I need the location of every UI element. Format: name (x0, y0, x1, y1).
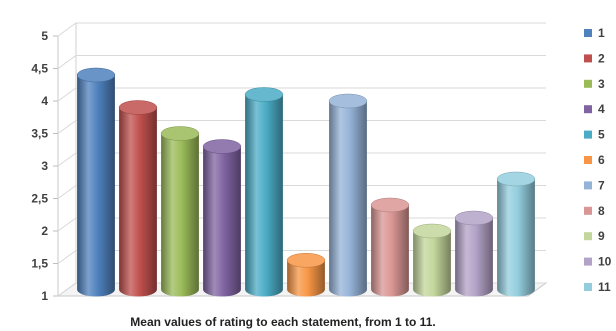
legend-swatch (584, 232, 592, 241)
bar-4 (202, 139, 242, 297)
legend-label: 3 (598, 77, 605, 91)
gridline (57, 120, 546, 134)
gridline (57, 55, 546, 69)
y-tick-label: 1 (41, 289, 48, 303)
bar-1 (76, 67, 116, 297)
bar-9 (412, 223, 452, 297)
legend-item-1: 1 (584, 26, 605, 40)
legend-swatch (584, 156, 592, 164)
bar-6 (286, 253, 326, 297)
bar-top (370, 197, 410, 213)
legend-swatch (584, 105, 592, 114)
y-tick-label: 4 (41, 94, 48, 108)
bar-top (496, 171, 536, 187)
legend-label: 10 (598, 255, 612, 269)
legend-item-3: 3 (584, 77, 605, 91)
legend-item-6: 6 (584, 153, 605, 167)
legend-item-2: 2 (584, 51, 605, 65)
bar-top (412, 223, 452, 239)
bar-body (245, 94, 283, 297)
gridline (57, 22, 546, 37)
bar-7 (328, 93, 368, 297)
legend-label: 2 (598, 51, 605, 65)
gridline (57, 87, 546, 102)
bar-top (328, 93, 368, 109)
bar-body (287, 260, 325, 297)
legend-item-11: 11 (584, 280, 611, 294)
y-tick-label: 5 (41, 29, 48, 43)
chart-caption: Mean values of rating to each statement,… (130, 315, 435, 329)
bar-8 (370, 197, 410, 297)
bar-top (202, 139, 242, 154)
bar-top (76, 67, 116, 83)
legend-swatch (584, 79, 592, 88)
legend-label: 11 (598, 280, 611, 294)
legend-label: 4 (598, 102, 605, 116)
bar-5 (244, 87, 284, 297)
legend-swatch (584, 130, 592, 139)
bar-2 (118, 100, 158, 297)
legend-swatch (584, 181, 592, 190)
bar-body (455, 218, 493, 297)
bar-body (77, 75, 115, 297)
legend-item-4: 4 (584, 102, 605, 116)
y-tick-label: 4,5 (31, 62, 48, 76)
legend-item-7: 7 (584, 178, 605, 192)
bar-body (413, 231, 451, 297)
bars (76, 67, 536, 297)
legend-item-10: 10 (584, 255, 612, 269)
legend-label: 1 (598, 26, 605, 40)
legend-label: 6 (598, 153, 605, 167)
bar-10 (454, 210, 494, 297)
bar-top (118, 100, 158, 115)
gridline (57, 185, 546, 199)
y-axis: 1 1,5 2 2,5 3 3,5 4 4,5 5 (31, 29, 58, 303)
legend-swatch (584, 257, 592, 266)
legend-item-8: 8 (584, 204, 605, 218)
legend-label: 5 (598, 128, 605, 142)
legend-swatch (584, 206, 592, 215)
bar-11 (496, 171, 536, 297)
legend-item-5: 5 (584, 128, 605, 142)
legend: 1 2 3 4 5 6 7 8 9 10 11 (584, 26, 612, 294)
y-tick-label: 3 (41, 159, 48, 173)
bar-3 (160, 126, 200, 297)
bar-body (119, 107, 157, 297)
bar-body (371, 205, 409, 297)
y-tick-label: 2,5 (31, 192, 48, 206)
gridline (57, 152, 546, 167)
legend-label: 7 (598, 178, 605, 192)
legend-swatch (584, 54, 592, 63)
legend-label: 8 (598, 204, 605, 218)
legend-item-9: 9 (584, 229, 605, 243)
bar-top (454, 210, 494, 226)
legend-swatch (584, 283, 592, 291)
y-tick-label: 1,5 (31, 257, 48, 271)
bar-body (497, 179, 535, 297)
y-tick-label: 3,5 (31, 127, 48, 141)
bar-top (244, 87, 284, 102)
legend-label: 9 (598, 229, 605, 243)
bar-body (203, 146, 241, 297)
bar-body (329, 101, 367, 297)
bar-top (160, 126, 200, 141)
legend-swatch (584, 29, 592, 37)
y-tick-label: 2 (41, 224, 48, 238)
bar-body (161, 133, 199, 297)
bar-top (286, 253, 326, 268)
